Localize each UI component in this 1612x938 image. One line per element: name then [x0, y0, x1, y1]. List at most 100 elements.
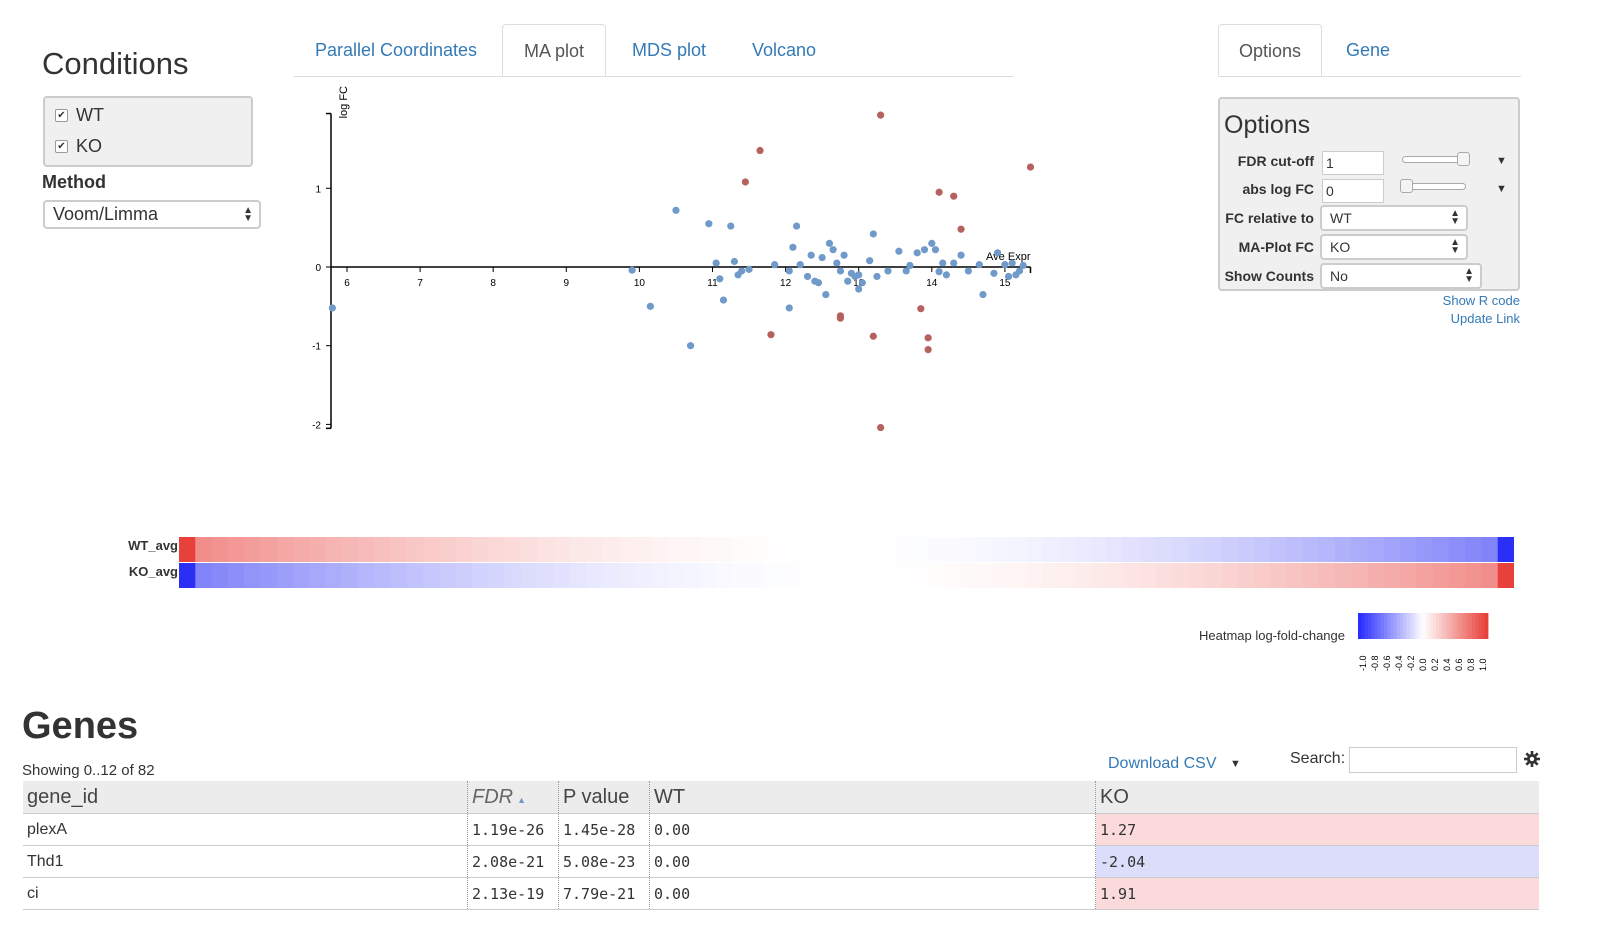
heatmap-cell[interactable]: [1058, 537, 1076, 562]
download-csv-link[interactable]: Download CSV: [1108, 755, 1217, 772]
heatmap-cell[interactable]: [1286, 563, 1303, 588]
heatmap-cell[interactable]: [260, 537, 278, 562]
heatmap-cell[interactable]: [879, 563, 896, 588]
heatmap-cell[interactable]: [618, 563, 636, 588]
heatmap-cell[interactable]: [797, 563, 815, 588]
heatmap-cell[interactable]: [1448, 537, 1466, 562]
checkbox-checked-icon[interactable]: ✔: [55, 109, 68, 122]
heatmap-cell[interactable]: [374, 537, 392, 562]
heatmap-cell[interactable]: [927, 563, 945, 588]
search-input[interactable]: [1349, 747, 1517, 773]
heatmap-cell[interactable]: [1465, 537, 1483, 562]
heatmap-cell[interactable]: [1253, 563, 1271, 588]
heatmap-cell[interactable]: [211, 563, 229, 588]
heatmap-cell[interactable]: [553, 537, 571, 562]
heatmap-cell[interactable]: [586, 537, 603, 562]
heatmap-cell[interactable]: [1269, 563, 1287, 588]
heatmap-cell[interactable]: [1367, 537, 1385, 562]
heatmap-cell[interactable]: [423, 563, 441, 588]
heatmap-cell[interactable]: [765, 537, 782, 562]
table-row[interactable]: ci 2.13e-19 7.79e-21 0.00 1.91: [23, 877, 1539, 910]
heatmap-cell[interactable]: [944, 537, 962, 562]
heatmap-cell[interactable]: [781, 537, 799, 562]
heatmap-cell[interactable]: [374, 563, 392, 588]
heatmap-cell[interactable]: [488, 563, 506, 588]
heatmap-cell[interactable]: [1334, 563, 1352, 588]
heatmap-cell[interactable]: [1416, 537, 1434, 562]
heatmap-cell[interactable]: [1123, 563, 1141, 588]
heatmap-cell[interactable]: [1351, 537, 1369, 562]
heatmap-cell[interactable]: [472, 537, 489, 562]
heatmap-cell[interactable]: [862, 537, 880, 562]
heatmap-cell[interactable]: [1302, 563, 1320, 588]
column-header-fdr[interactable]: FDR ▲: [467, 781, 559, 814]
heatmap-cell[interactable]: [537, 563, 555, 588]
heatmap-cell[interactable]: [667, 563, 685, 588]
heatmap-cell[interactable]: [276, 563, 294, 588]
heatmap-cell[interactable]: [993, 563, 1010, 588]
heatmap-cell[interactable]: [1432, 537, 1450, 562]
tab-mds-plot[interactable]: MDS plot: [631, 40, 707, 60]
tab-parallel-coordinates[interactable]: Parallel Coordinates: [314, 40, 478, 60]
heatmap-cell[interactable]: [830, 537, 848, 562]
heatmap-cell[interactable]: [439, 563, 457, 588]
heatmap-cell[interactable]: [1497, 563, 1514, 588]
heatmap-cell[interactable]: [227, 537, 245, 562]
heatmap-cell[interactable]: [1106, 537, 1124, 562]
tab-gene[interactable]: Gene: [1345, 40, 1391, 60]
heatmap-cell[interactable]: [1400, 563, 1417, 588]
heatmap-cell[interactable]: [1318, 537, 1336, 562]
heatmap-cell[interactable]: [325, 537, 343, 562]
fc-relative-select[interactable]: WT ▲ ▼: [1320, 205, 1468, 231]
heatmap-cell[interactable]: [1139, 537, 1157, 562]
heatmap-cell[interactable]: [1090, 537, 1108, 562]
heatmap-cell[interactable]: [699, 563, 717, 588]
column-header-p-value[interactable]: P value: [558, 781, 650, 814]
heatmap-cell[interactable]: [781, 563, 799, 588]
heatmap-cell[interactable]: [1220, 537, 1238, 562]
heatmap-cell[interactable]: [618, 537, 636, 562]
table-row[interactable]: plexA 1.19e-26 1.45e-28 0.00 1.27: [23, 813, 1539, 846]
heatmap-cell[interactable]: [1416, 563, 1434, 588]
tab-options[interactable]: Options: [1218, 24, 1322, 76]
method-select[interactable]: Voom/Limma ▲ ▼: [43, 200, 261, 229]
tab-ma-plot[interactable]: MA plot: [502, 24, 606, 76]
condition-ko[interactable]: ✔ KO: [55, 136, 102, 157]
heatmap-cell[interactable]: [602, 537, 620, 562]
heatmap-cell[interactable]: [976, 537, 994, 562]
heatmap-cell[interactable]: [1058, 563, 1076, 588]
heatmap-cell[interactable]: [1188, 537, 1206, 562]
heatmap-cell[interactable]: [504, 563, 522, 588]
heatmap-cell[interactable]: [520, 563, 538, 588]
heatmap-cell[interactable]: [406, 537, 424, 562]
heatmap-cell[interactable]: [423, 537, 441, 562]
heatmap-cell[interactable]: [1448, 563, 1466, 588]
abs-log-fc-input[interactable]: 0: [1322, 179, 1384, 203]
heatmap-cell[interactable]: [1204, 537, 1222, 562]
heatmap-cell[interactable]: [292, 563, 310, 588]
download-caret-icon[interactable]: ▼: [1230, 758, 1241, 770]
heatmap-cell[interactable]: [1351, 563, 1369, 588]
heatmap-cell[interactable]: [1188, 563, 1206, 588]
fdr-slider-handle[interactable]: [1457, 152, 1470, 166]
update-link[interactable]: Update Link: [1450, 311, 1520, 326]
heatmap-cell[interactable]: [1074, 537, 1092, 562]
heatmap-cell[interactable]: [341, 537, 359, 562]
heatmap-cell[interactable]: [488, 537, 506, 562]
heatmap-cell[interactable]: [455, 563, 473, 588]
heatmap-cell[interactable]: [683, 563, 701, 588]
heatmap-cell[interactable]: [586, 563, 603, 588]
heatmap-cell[interactable]: [358, 563, 375, 588]
show-counts-select[interactable]: No ▲ ▼: [1320, 263, 1482, 289]
heatmap-cell[interactable]: [292, 537, 310, 562]
heatmap-cell[interactable]: [569, 563, 587, 588]
heatmap-cell[interactable]: [341, 563, 359, 588]
column-header-ko[interactable]: KO: [1095, 781, 1539, 814]
heatmap-cell[interactable]: [748, 537, 766, 562]
heatmap-cell[interactable]: [895, 563, 913, 588]
heatmap-cell[interactable]: [1400, 537, 1417, 562]
heatmap-cell[interactable]: [390, 537, 408, 562]
heatmap-cell[interactable]: [1465, 563, 1483, 588]
heatmap-cell[interactable]: [504, 537, 522, 562]
heatmap-cell[interactable]: [797, 537, 815, 562]
